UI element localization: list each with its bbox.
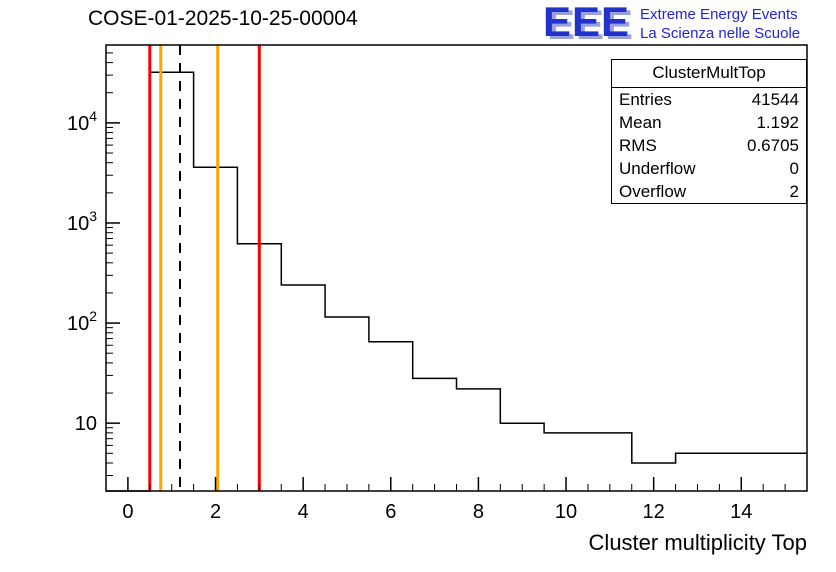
stat-label: RMS	[619, 136, 657, 155]
stat-value: 0.6705	[747, 136, 799, 155]
stats-row: Overflow 2	[612, 180, 806, 203]
stat-value: 2	[789, 182, 799, 201]
svg-text:10: 10	[555, 501, 577, 523]
stats-row: Entries 41544	[612, 88, 806, 111]
eee-logo-acronym: EEE	[543, 0, 631, 45]
stat-value: 0	[789, 159, 799, 178]
svg-text:8: 8	[473, 501, 484, 523]
svg-text:0: 0	[122, 501, 133, 523]
stat-value: 41544	[751, 90, 799, 109]
plot-title: COSE-01-2025-10-25-00004	[88, 7, 358, 30]
svg-text:2: 2	[210, 501, 221, 523]
svg-text:12: 12	[643, 501, 665, 523]
stats-row: RMS 0.6705	[612, 134, 806, 157]
svg-text:6: 6	[385, 501, 396, 523]
svg-text:14: 14	[730, 501, 752, 523]
svg-text:102: 102	[67, 308, 97, 335]
svg-text:103: 103	[67, 208, 97, 235]
stats-box: ClusterMultTop Entries 41544 Mean 1.192 …	[611, 59, 807, 204]
stat-label: Overflow	[619, 182, 687, 201]
x-axis-title: Cluster multiplicity Top	[588, 530, 807, 555]
svg-text:104: 104	[67, 108, 97, 135]
eee-logo: EEE Extreme Energy Events La Scienza nel…	[543, 0, 800, 45]
eee-logo-line: La Scienza nelle Scuole	[640, 25, 801, 42]
stats-title: ClusterMultTop	[612, 60, 806, 88]
eee-logo-tagline: Extreme Energy Events La Scienza nelle S…	[640, 5, 800, 43]
stat-value: 1.192	[756, 113, 799, 132]
stats-row: Underflow 0	[612, 157, 806, 180]
eee-logo-line: Extreme Energy Events	[640, 6, 798, 23]
stat-label: Mean	[619, 113, 662, 132]
svg-text:4: 4	[298, 501, 309, 523]
stats-row: Mean 1.192	[612, 111, 806, 134]
stat-label: Underflow	[619, 159, 696, 178]
svg-text:10: 10	[75, 413, 97, 435]
stat-label: Entries	[619, 90, 672, 109]
